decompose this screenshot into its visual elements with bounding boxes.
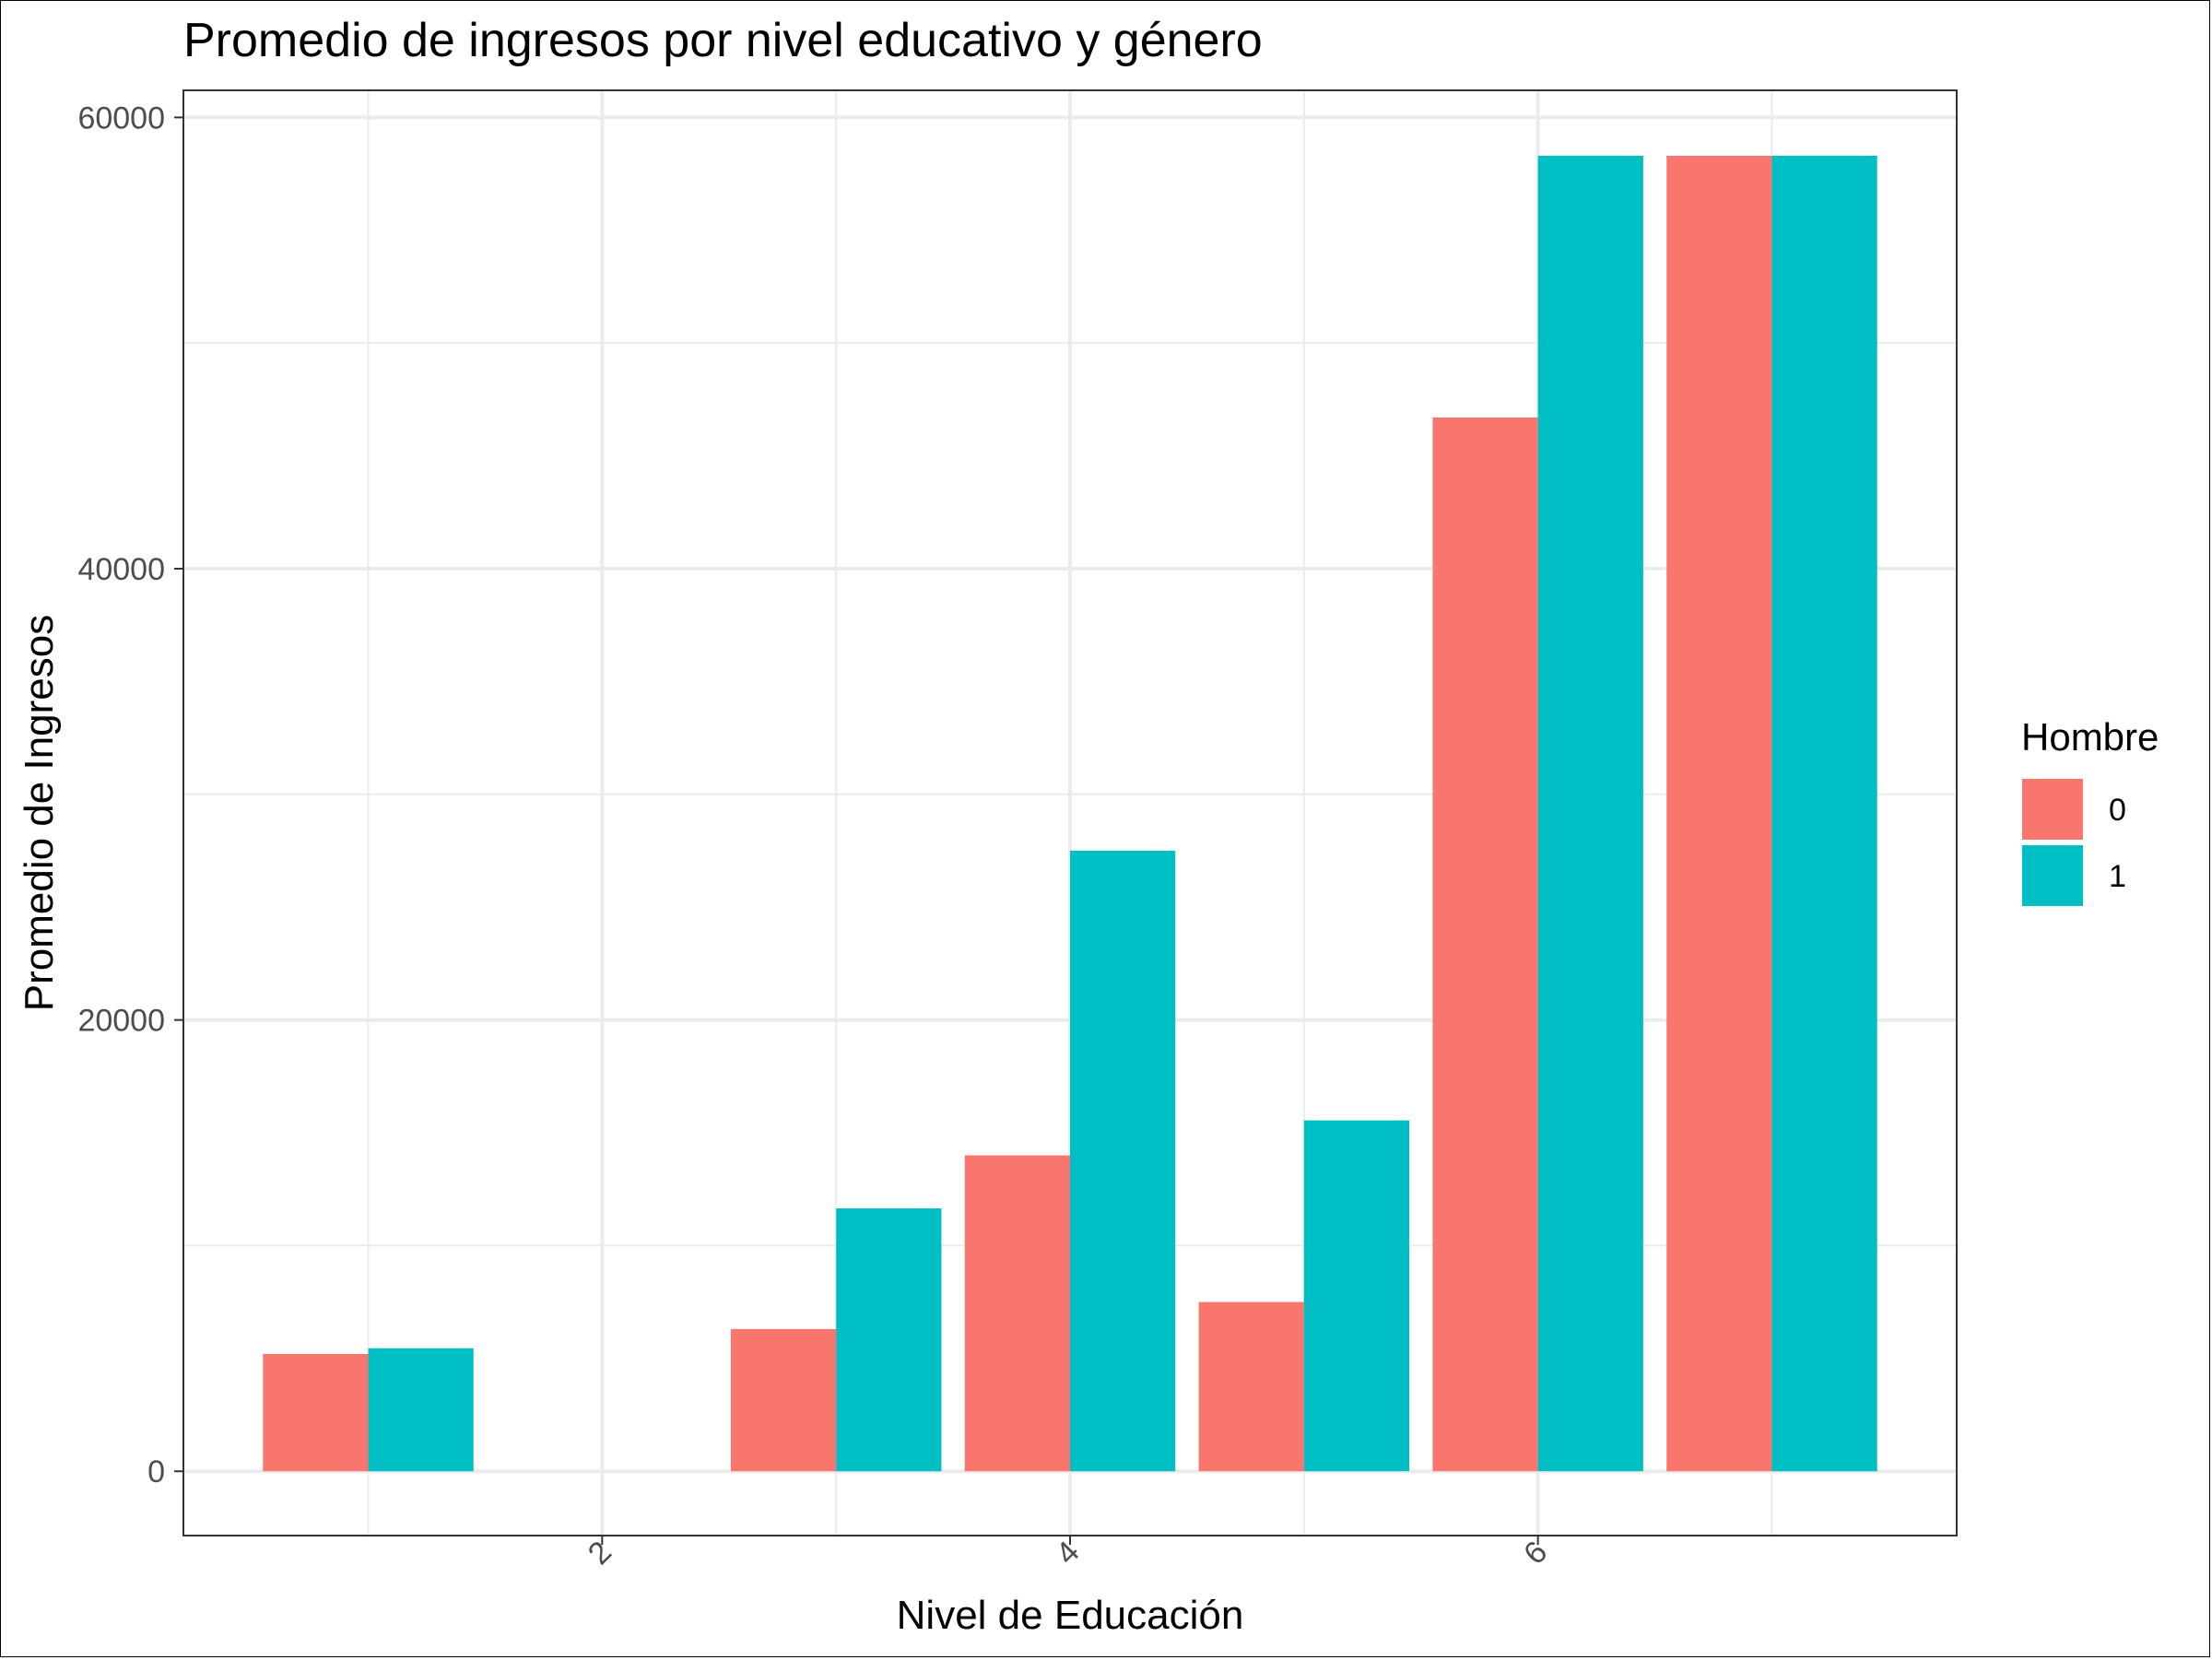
bar-hombre-1-nivel-6 (1537, 155, 1643, 1472)
bar-hombre-0-nivel-7 (1666, 155, 1772, 1472)
bar-hombre-1-nivel-5 (1303, 1120, 1410, 1472)
legend-label-0: 0 (2109, 793, 2126, 828)
legend: Hombre 01 (2021, 715, 2159, 906)
bar-hombre-0-nivel-1 (263, 1353, 369, 1472)
legend-items: 01 (2022, 779, 2126, 906)
legend-label-1: 1 (2109, 859, 2126, 894)
y-tick-label: 20000 (77, 1004, 165, 1039)
bar-hombre-0-nivel-5 (1198, 1301, 1304, 1472)
y-tick-label: 40000 (77, 552, 165, 587)
bar-hombre-1-nivel-4 (1070, 851, 1176, 1472)
bar-hombre-0-nivel-6 (1432, 417, 1538, 1472)
x-axis-ticks: 2 4 6 (582, 1535, 1555, 1572)
y-tick-label: 0 (147, 1454, 165, 1489)
x-axis-title: Nivel de Educación (897, 1593, 1244, 1638)
x-tick-label: 4 (1049, 1535, 1086, 1572)
x-tick-label: 2 (582, 1535, 618, 1572)
legend-key-1 (2022, 845, 2083, 906)
bar-hombre-0-nivel-3 (730, 1329, 837, 1472)
y-axis-ticks: 0 20000 40000 60000 (77, 100, 183, 1489)
x-tick-label: 6 (1517, 1535, 1554, 1572)
y-axis-title: Promedio de Ingresos (17, 615, 62, 1011)
bar-hombre-1-nivel-1 (368, 1348, 474, 1472)
bar-hombre-1-nivel-7 (1771, 155, 1877, 1472)
y-tick-label: 60000 (77, 100, 165, 135)
bar-hombre-1-nivel-3 (836, 1208, 942, 1472)
legend-title: Hombre (2021, 715, 2159, 759)
chart-title: Promedio de ingresos por nivel educativo… (183, 14, 1263, 67)
legend-key-0 (2022, 779, 2083, 840)
bar-hombre-0-nivel-4 (964, 1155, 1070, 1472)
bars (263, 155, 1877, 1472)
